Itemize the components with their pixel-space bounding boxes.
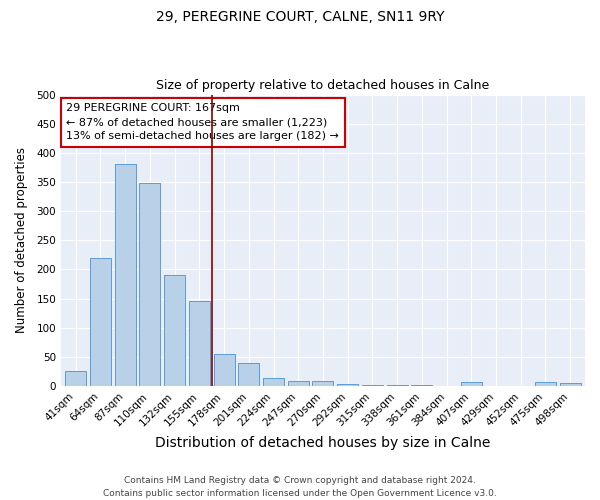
Text: 29 PEREGRINE COURT: 167sqm
← 87% of detached houses are smaller (1,223)
13% of s: 29 PEREGRINE COURT: 167sqm ← 87% of deta… <box>66 104 339 142</box>
Bar <box>90 258 111 386</box>
Bar <box>288 380 309 386</box>
Bar <box>238 362 259 386</box>
Bar <box>65 372 86 386</box>
Bar <box>461 382 482 386</box>
Bar <box>189 302 210 386</box>
Title: Size of property relative to detached houses in Calne: Size of property relative to detached ho… <box>157 79 490 92</box>
X-axis label: Distribution of detached houses by size in Calne: Distribution of detached houses by size … <box>155 436 491 450</box>
Bar <box>164 275 185 386</box>
Bar <box>535 382 556 386</box>
Bar <box>139 183 160 386</box>
Bar <box>560 383 581 386</box>
Y-axis label: Number of detached properties: Number of detached properties <box>15 148 28 334</box>
Bar <box>214 354 235 386</box>
Bar <box>337 384 358 386</box>
Bar <box>263 378 284 386</box>
Text: Contains HM Land Registry data © Crown copyright and database right 2024.
Contai: Contains HM Land Registry data © Crown c… <box>103 476 497 498</box>
Text: 29, PEREGRINE COURT, CALNE, SN11 9RY: 29, PEREGRINE COURT, CALNE, SN11 9RY <box>156 10 444 24</box>
Bar <box>115 164 136 386</box>
Bar <box>313 382 334 386</box>
